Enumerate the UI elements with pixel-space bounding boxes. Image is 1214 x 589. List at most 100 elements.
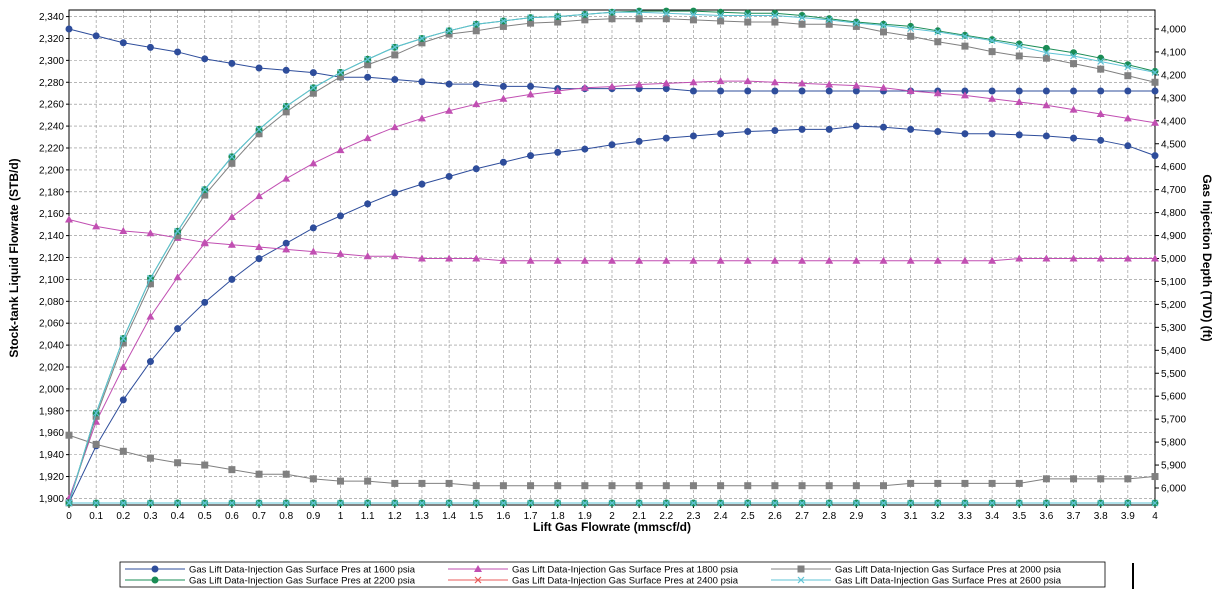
depth-point bbox=[391, 480, 398, 487]
depth-point bbox=[175, 49, 181, 55]
flow-point bbox=[718, 9, 724, 15]
y-tick-label: 2,200 bbox=[39, 165, 64, 176]
y2-tick-label: 5,900 bbox=[1161, 461, 1186, 472]
flow-point bbox=[365, 201, 371, 207]
flow-point bbox=[555, 149, 561, 155]
flow-point bbox=[282, 175, 290, 182]
flow-point bbox=[500, 159, 506, 165]
depth-point bbox=[907, 480, 914, 487]
depth-point bbox=[228, 466, 235, 473]
x-tick-label: 3.7 bbox=[1067, 511, 1081, 522]
depth-point bbox=[392, 76, 398, 82]
y2-tick-label: 5,700 bbox=[1161, 415, 1186, 426]
flow-point bbox=[908, 126, 914, 132]
x-tick-label: 4 bbox=[1152, 511, 1158, 522]
flow-point bbox=[772, 127, 778, 133]
depth-point bbox=[93, 441, 100, 448]
flow-point bbox=[799, 21, 806, 28]
flow-point bbox=[1125, 143, 1131, 149]
y2-tick-label: 4,600 bbox=[1161, 162, 1186, 173]
flow-point bbox=[337, 146, 345, 153]
flow-point bbox=[609, 15, 616, 22]
x-tick-label: 3.9 bbox=[1121, 511, 1135, 522]
flow-point bbox=[1043, 133, 1049, 139]
y-tick-label: 1,920 bbox=[39, 472, 64, 483]
depth-point bbox=[283, 67, 289, 73]
y2-tick-label: 4,500 bbox=[1161, 139, 1186, 150]
depth-point bbox=[147, 455, 154, 462]
y-tick-label: 2,260 bbox=[39, 100, 64, 111]
depth-point bbox=[418, 480, 425, 487]
depth-point bbox=[799, 88, 805, 94]
x-axis-title: Lift Gas Flowrate (mmscf/d) bbox=[533, 520, 691, 534]
legend-swatch-marker bbox=[798, 566, 805, 573]
flow-point bbox=[364, 134, 372, 141]
depth-point bbox=[934, 480, 941, 487]
flow-point bbox=[1016, 132, 1022, 138]
flow-point bbox=[338, 213, 344, 219]
y-tick-labels: 1,9001,9201,9401,9601,9802,0002,0202,040… bbox=[39, 12, 69, 505]
y-tick-label: 2,060 bbox=[39, 319, 64, 330]
legend: Gas Lift Data-Injection Gas Surface Pres… bbox=[120, 562, 1133, 589]
depth-point bbox=[120, 448, 127, 455]
depth-point bbox=[473, 482, 480, 489]
depth-point bbox=[609, 482, 616, 489]
depth-point bbox=[365, 74, 371, 80]
depth-point bbox=[500, 482, 507, 489]
flow-point bbox=[175, 326, 181, 332]
depth-point bbox=[880, 482, 887, 489]
depth-point bbox=[989, 480, 996, 487]
flow-point bbox=[989, 37, 995, 43]
depth-point bbox=[1152, 88, 1158, 94]
flow-point bbox=[1071, 135, 1077, 141]
flow-point bbox=[1152, 79, 1159, 86]
depth-point bbox=[527, 482, 534, 489]
x-tick-label: 2.7 bbox=[795, 511, 809, 522]
y2-tick-label: 4,300 bbox=[1161, 93, 1186, 104]
depth-point bbox=[690, 482, 697, 489]
x-tick-label: 2.5 bbox=[741, 511, 755, 522]
x-tick-label: 1.5 bbox=[469, 511, 483, 522]
flow-point bbox=[853, 123, 859, 129]
y-axis-title: Stock-tank Liquid Flowrate (STB/d) bbox=[7, 158, 21, 357]
y-tick-label: 2,320 bbox=[39, 34, 64, 45]
flow-point bbox=[310, 225, 316, 231]
flow-point bbox=[771, 19, 778, 26]
flow-point bbox=[881, 21, 887, 27]
legend-swatch-marker bbox=[152, 566, 158, 572]
depth-point bbox=[419, 79, 425, 85]
x-tick-label: 2.8 bbox=[822, 511, 836, 522]
depth-point bbox=[745, 88, 751, 94]
flow-point bbox=[1124, 72, 1131, 79]
x-tick-label: 3.5 bbox=[1012, 511, 1026, 522]
x-tick-label: 1.4 bbox=[442, 511, 456, 522]
flow-point bbox=[473, 27, 480, 34]
depth-point bbox=[446, 81, 452, 87]
depth-point bbox=[473, 81, 479, 87]
depth-point bbox=[718, 88, 724, 94]
y-tick-label: 2,140 bbox=[39, 231, 64, 242]
depth-point bbox=[961, 480, 968, 487]
depth-point bbox=[1071, 88, 1077, 94]
depth-point bbox=[1124, 475, 1131, 482]
depth-point bbox=[500, 83, 506, 89]
depth-point bbox=[799, 482, 806, 489]
depth-point bbox=[554, 482, 561, 489]
depth-point bbox=[229, 60, 235, 66]
flow-point bbox=[1071, 50, 1077, 56]
flow-point bbox=[229, 276, 235, 282]
y-tick-label: 2,300 bbox=[39, 56, 64, 67]
x-tick-label: 0.4 bbox=[171, 511, 185, 522]
depth-point bbox=[66, 432, 73, 439]
y2-tick-label: 5,000 bbox=[1161, 254, 1186, 265]
y-tick-label: 1,960 bbox=[39, 428, 64, 439]
flow-point bbox=[1070, 60, 1077, 67]
y-tick-label: 1,980 bbox=[39, 406, 64, 417]
flow-point bbox=[636, 138, 642, 144]
flow-point bbox=[718, 131, 724, 137]
x-tick-label: 1 bbox=[338, 511, 344, 522]
depth-point bbox=[337, 478, 344, 485]
flow-point bbox=[1152, 153, 1158, 159]
y-tick-label: 2,000 bbox=[39, 384, 64, 395]
